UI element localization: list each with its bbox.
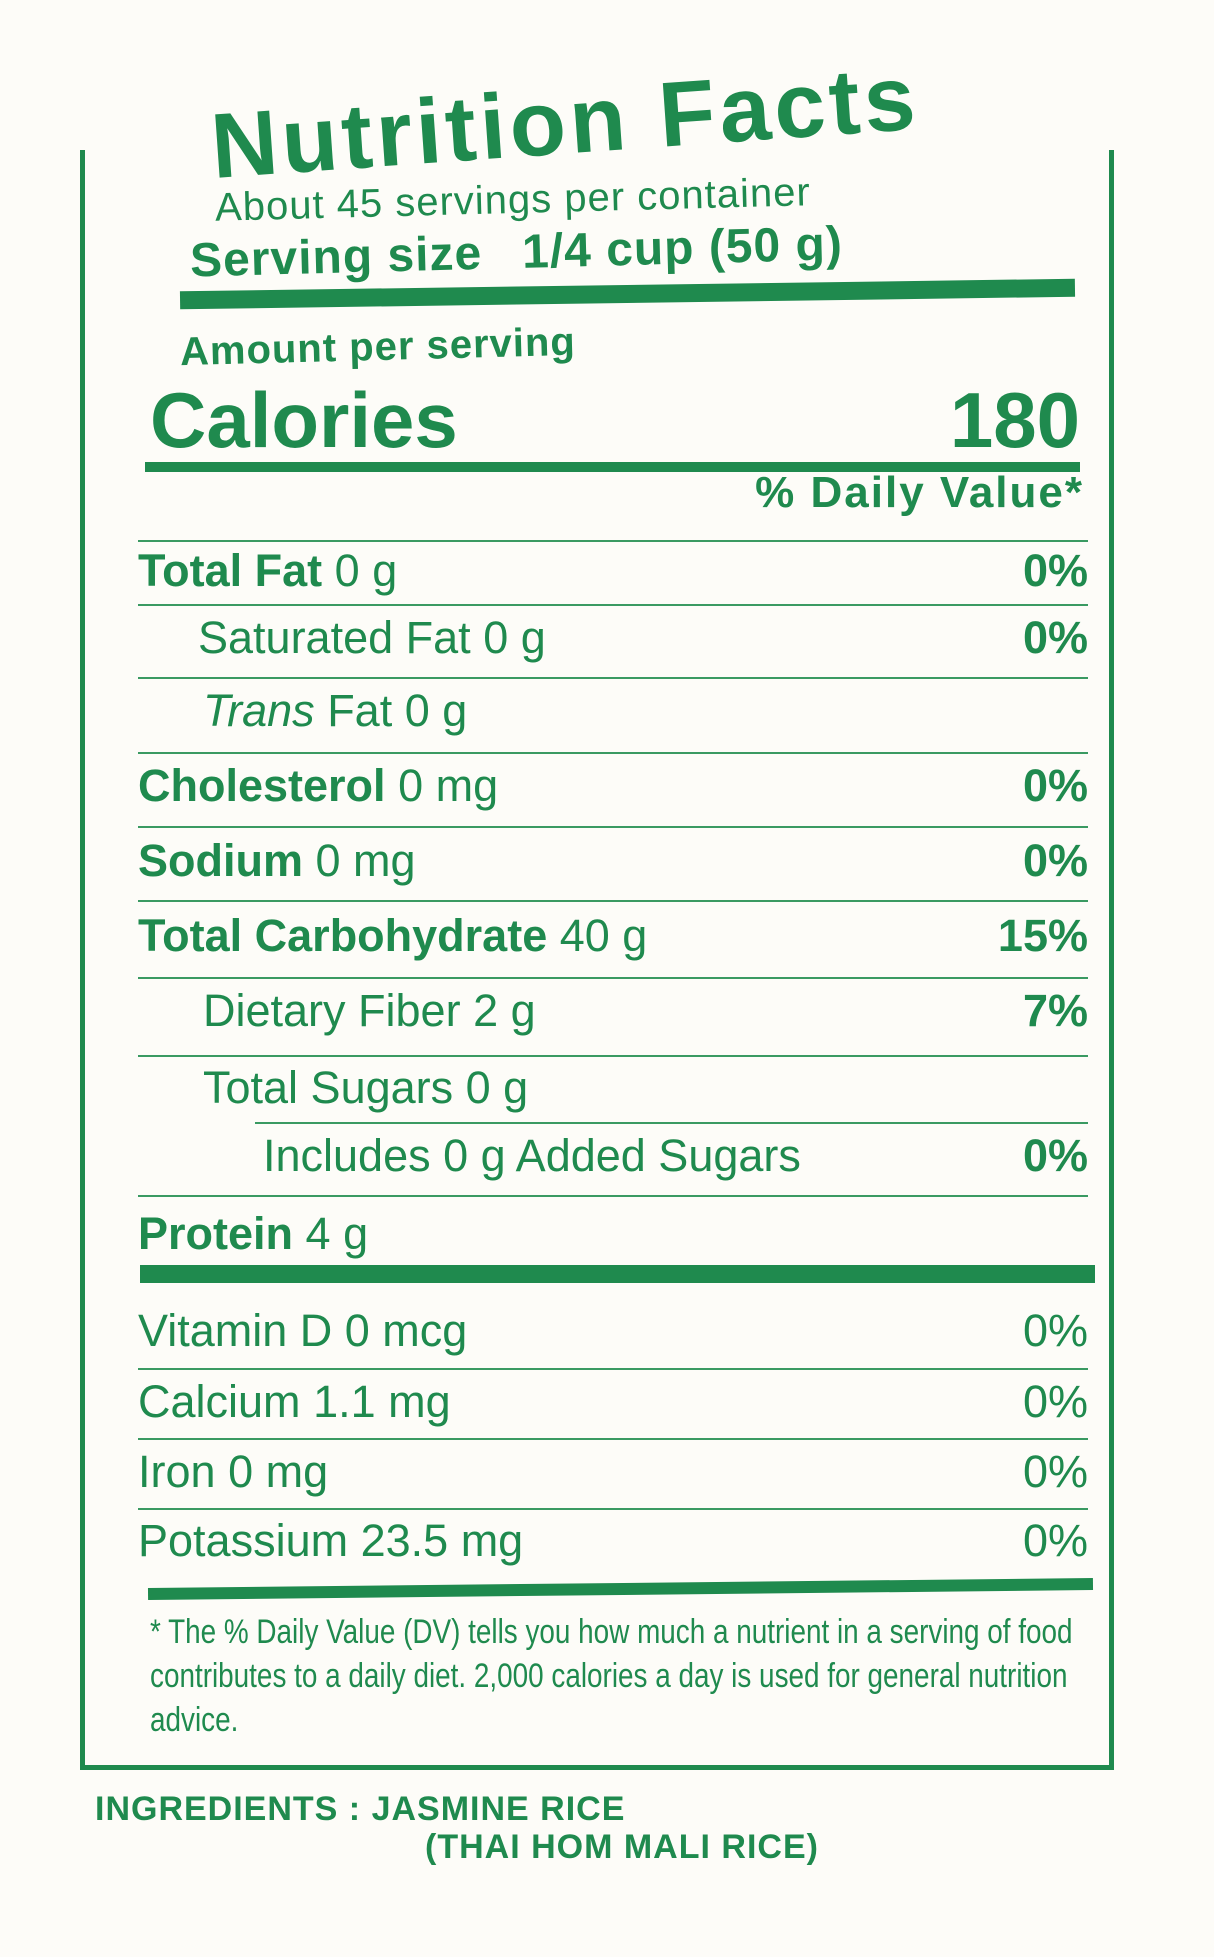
daily-value-footnote: * The % Daily Value (DV) tells you how m…: [150, 1613, 1073, 1739]
vitamin-amount: 23.5 mg: [360, 1515, 524, 1566]
nutrient-name: Sodium: [138, 835, 303, 886]
nutrient-name: Trans: [203, 685, 315, 736]
nutrient-amount: 0 g: [483, 612, 546, 663]
nutrient-name: Total Fat: [138, 545, 323, 596]
nutrient-row: Cholesterol 0 mg 0%: [138, 760, 1088, 812]
vitamin-row: Potassium 23.5 mg 0%: [138, 1515, 1088, 1567]
nutrient-dv: 7%: [1022, 985, 1088, 1036]
nutrient-name: Total Carbohydrate: [138, 910, 548, 961]
nutrient-amount: 4 g: [305, 1208, 369, 1259]
nutrient-name: Cholesterol: [138, 760, 386, 811]
divider: [138, 1368, 1088, 1370]
nutrient-row: Saturated Fat 0 g 0%: [138, 612, 1088, 664]
nutrition-label-border: [80, 150, 1114, 1770]
vitamin-dv: 0%: [1022, 1376, 1088, 1427]
nutrient-row: Total Carbohydrate 40 g 15%: [138, 910, 1088, 962]
divider: [138, 1055, 1088, 1057]
nutrient-name-rest: Fat: [314, 685, 393, 736]
nutrient-name: Saturated Fat: [198, 612, 471, 663]
vitamin-name: Potassium: [138, 1515, 349, 1566]
vitamin-amount: 0 mcg: [344, 1305, 468, 1356]
thick-divider: [140, 1265, 1095, 1283]
vitamin-dv: 0%: [1022, 1446, 1088, 1497]
daily-value-header: % Daily Value*: [755, 468, 1084, 517]
calories-row: Calories 180: [150, 375, 1080, 466]
vitamin-name: Calcium: [138, 1376, 301, 1427]
medium-divider: [145, 462, 1080, 472]
divider: [255, 1122, 1088, 1124]
nutrient-name: Dietary Fiber: [203, 985, 461, 1036]
nutrient-row: Protein 4 g: [138, 1208, 1088, 1260]
nutrient-row: Total Fat 0 g 0%: [138, 545, 1088, 597]
ingredients-line-2: (THAI HOM MALI RICE): [425, 1828, 819, 1866]
divider: [138, 900, 1088, 902]
vitamin-amount: 1.1 mg: [313, 1376, 451, 1427]
vitamin-amount: 0 mg: [228, 1446, 329, 1497]
nutrient-row: Total Sugars 0 g: [138, 1062, 1088, 1114]
vitamin-row: Iron 0 mg 0%: [138, 1446, 1088, 1498]
serving-size-label: Serving size: [189, 226, 483, 288]
nutrient-dv: 0%: [1022, 1130, 1088, 1181]
nutrient-amount: 2 g: [473, 985, 536, 1036]
divider: [138, 1438, 1088, 1440]
nutrient-dv: 0%: [1022, 835, 1088, 886]
nutrient-name: Includes 0 g Added Sugars: [263, 1130, 801, 1181]
vitamin-name: Iron: [138, 1446, 216, 1497]
nutrient-name: Protein: [138, 1208, 294, 1259]
divider: [138, 1508, 1088, 1510]
divider: [138, 977, 1088, 979]
nutrient-row: Sodium 0 mg 0%: [138, 835, 1088, 887]
nutrient-row: Trans Fat 0 g: [138, 685, 1088, 737]
vitamin-dv: 0%: [1022, 1515, 1088, 1566]
nutrient-row: Dietary Fiber 2 g 7%: [138, 985, 1088, 1037]
nutrient-amount: 0 mg: [398, 760, 499, 811]
nutrient-amount: 0 g: [465, 1062, 529, 1113]
nutrient-dv: 0%: [1022, 612, 1088, 663]
nutrient-dv: 15%: [997, 910, 1088, 961]
nutrient-amount: 0 g: [334, 545, 398, 596]
vitamin-row: Calcium 1.1 mg 0%: [138, 1376, 1088, 1428]
vitamin-row: Vitamin D 0 mcg 0%: [138, 1305, 1088, 1357]
nutrient-amount: 0 mg: [315, 835, 416, 886]
vitamin-dv: 0%: [1022, 1305, 1088, 1356]
nutrient-amount: 40 g: [559, 910, 648, 961]
divider: [138, 540, 1088, 542]
calories-label: Calories: [150, 376, 458, 464]
nutrient-amount: 0 g: [404, 685, 468, 736]
nutrient-dv: 0%: [1022, 545, 1088, 596]
calories-value: 180: [949, 376, 1080, 464]
vitamin-name: Vitamin D: [138, 1305, 333, 1356]
ingredients-line-1: INGREDIENTS : JASMINE RICE: [95, 1790, 626, 1828]
serving-size-value: 1/4 cup (50 g): [521, 217, 844, 279]
divider: [138, 604, 1088, 606]
nutrient-name: Total Sugars: [203, 1062, 454, 1113]
nutrient-row: Includes 0 g Added Sugars 0%: [138, 1130, 1088, 1182]
nutrient-dv: 0%: [1022, 760, 1088, 811]
divider: [138, 826, 1088, 828]
divider: [138, 1195, 1088, 1197]
divider: [138, 677, 1088, 679]
divider: [138, 752, 1088, 754]
